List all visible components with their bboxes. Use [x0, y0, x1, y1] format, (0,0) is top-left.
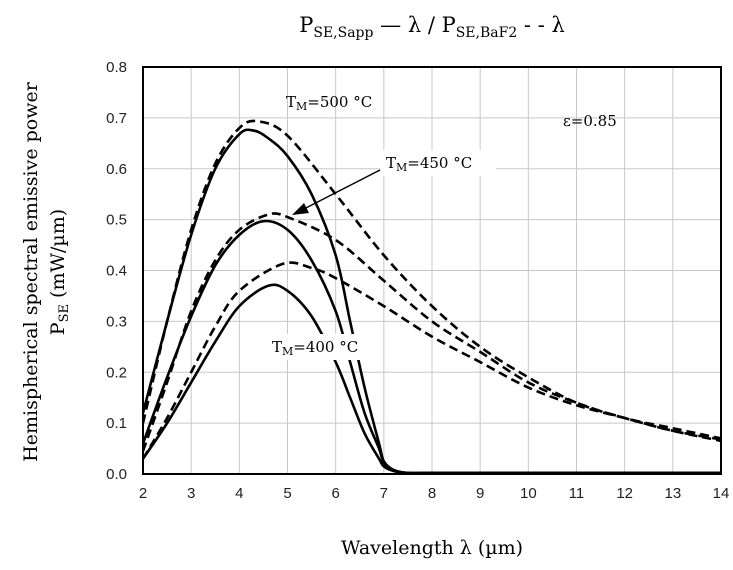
y-axis-label-line1: Hemispherical spectral emissive power — [20, 81, 42, 462]
y-axis-label: Hemispherical spectral emissive power PS… — [20, 81, 72, 462]
x-tick-label: 5 — [283, 485, 291, 502]
annotation-arrow-head — [292, 203, 309, 215]
annotation-t400-T: T — [272, 338, 282, 356]
annotation-t450-rest: =450 °C — [407, 154, 472, 172]
title-sub2: SE,BaF2 — [456, 25, 518, 41]
plot-frame — [142, 66, 722, 475]
annotation-t450-bg — [380, 150, 496, 176]
y-axis-label-line2: PSE (mW/µm) — [47, 209, 72, 335]
y-tick-label: 0.3 — [106, 313, 127, 330]
x-tick-label: 9 — [476, 485, 484, 502]
y-tick-label: 0.0 — [106, 466, 127, 483]
x-tick-label: 8 — [428, 485, 436, 502]
x-tick-label: 6 — [331, 485, 339, 502]
y-tick-label: 0.1 — [106, 415, 127, 432]
x-tick-label: 2 — [139, 485, 147, 502]
annotation-t400-sub: M — [282, 345, 293, 358]
x-tick-label: 13 — [664, 485, 681, 502]
annotation-t400: TM=400 °C — [272, 338, 358, 358]
x-tick-labels: 2 3 4 5 6 7 8 9 10 11 12 13 14 — [139, 485, 730, 502]
x-tick-label: 4 — [235, 485, 243, 502]
annotation-t450: TM=450 °C — [386, 154, 472, 174]
annotation-emissivity: ε=0.85 — [563, 112, 617, 130]
annotation-t500-sub: M — [296, 100, 307, 113]
annotation-t400-bg — [266, 334, 382, 360]
x-tick-label: 14 — [713, 485, 730, 502]
y-tick-label: 0.2 — [106, 364, 127, 381]
y-tick-label: 0.7 — [106, 110, 127, 127]
title-sub1: SE,Sapp — [313, 25, 373, 41]
grid — [142, 66, 722, 475]
x-tick-label: 11 — [569, 485, 585, 502]
annotation-t450-sub: M — [396, 161, 407, 174]
y-tick-label: 0.6 — [106, 161, 127, 178]
annotation-arrow-line — [299, 169, 381, 212]
annotation-t450-T: T — [386, 154, 396, 172]
dashed-series-line-4 — [141, 119, 722, 443]
y-tick-labels: 0.0 0.1 0.2 0.3 0.4 0.5 0.6 0.7 0.8 — [106, 59, 127, 483]
x-tick-label: 3 — [187, 485, 195, 502]
y-tick-label: 0.5 — [106, 212, 127, 229]
chart-title: PSE,Sapp — λ / PSE,BaF2 - - λ — [299, 13, 565, 41]
y-label-rest: (mW/µm) — [47, 209, 69, 304]
x-tick-label: 12 — [616, 485, 633, 502]
title-tail: - - λ — [517, 13, 565, 37]
title-mid: — λ / — [373, 13, 441, 37]
title-p1: P — [299, 13, 313, 37]
dashed-series-line-6 — [141, 261, 722, 460]
annotation-t400-rest: =400 °C — [293, 338, 358, 356]
title-p2: P — [442, 13, 456, 37]
annotation-t500: TM=500 °C — [286, 93, 372, 113]
x-axis-label: Wavelength λ (µm) — [341, 537, 523, 559]
y-label-p: P — [47, 322, 69, 335]
annotation-t500-rest: =500 °C — [307, 93, 372, 111]
x-tick-label: 10 — [520, 485, 537, 502]
y-tick-label: 0.4 — [106, 263, 127, 280]
x-tick-label: 7 — [380, 485, 388, 502]
annotation-t500-T: T — [286, 93, 296, 111]
y-label-sub: SE — [57, 304, 72, 322]
y-tick-label: 0.8 — [106, 59, 127, 76]
